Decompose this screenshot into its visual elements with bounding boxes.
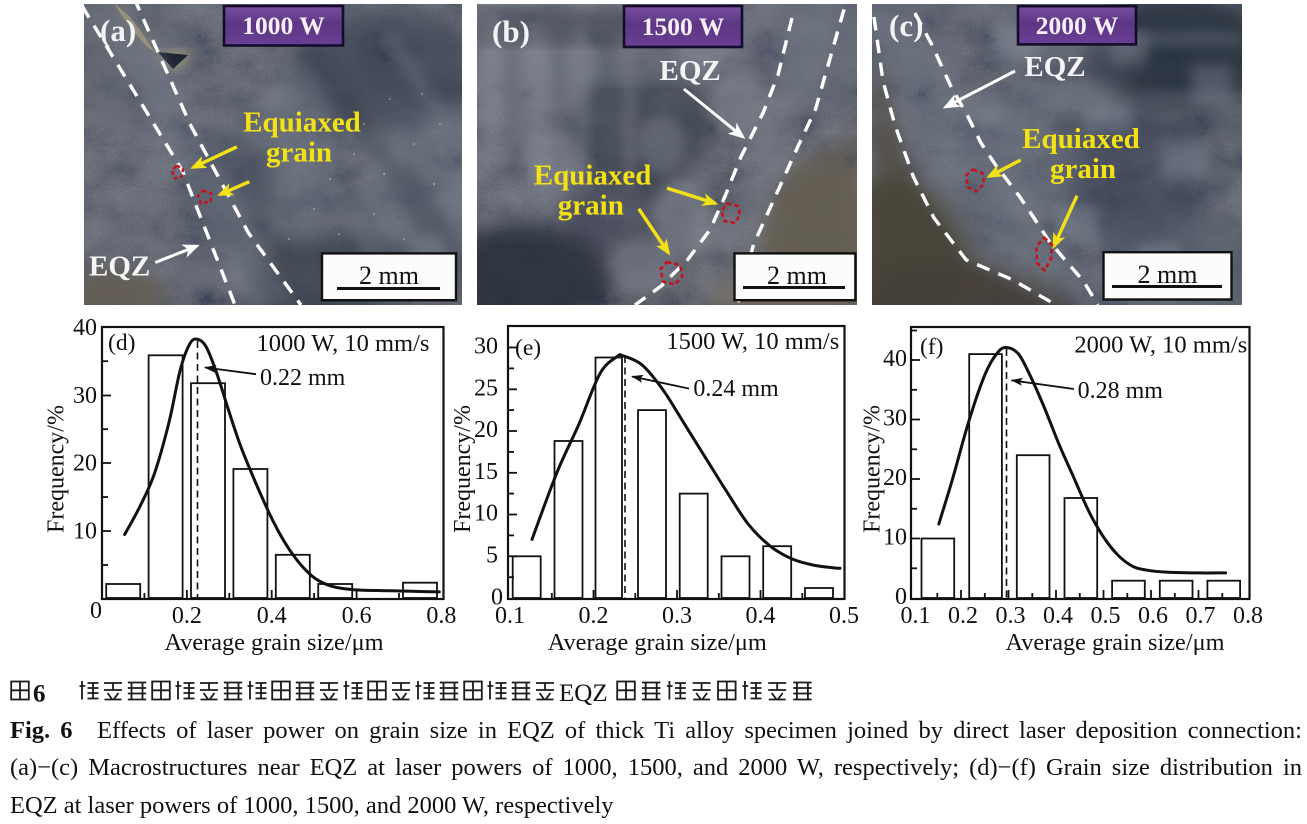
svg-text:(f): (f) [920,334,943,360]
svg-text:0: 0 [895,584,907,610]
svg-text:10: 10 [883,525,907,551]
svg-text:10: 10 [474,501,498,527]
svg-text:Average grain size/μm: Average grain size/μm [1005,629,1224,656]
svg-text:0.7: 0.7 [1186,603,1216,629]
svg-text:grain: grain [266,137,332,169]
svg-text:0.1: 0.1 [901,603,931,629]
svg-text:Frequency/%: Frequency/% [860,405,886,533]
svg-text:(a): (a) [100,13,136,48]
svg-text:EQZ: EQZ [559,680,608,707]
svg-text:2 mm: 2 mm [359,261,419,290]
svg-text:2000 W: 2000 W [1036,11,1119,40]
svg-text:0.24 mm: 0.24 mm [693,376,779,402]
svg-text:0.5: 0.5 [1091,603,1121,629]
svg-text:EQZ: EQZ [89,251,150,283]
svg-text:0.3: 0.3 [996,603,1026,629]
svg-text:10: 10 [73,519,97,545]
svg-text:0: 0 [90,598,102,624]
svg-text:20: 20 [73,451,97,477]
svg-text:0: 0 [491,584,503,610]
svg-text:0.4: 0.4 [746,603,776,629]
svg-text:1500 W, 10 mm/s: 1500 W, 10 mm/s [666,328,839,355]
svg-text:0.3: 0.3 [662,603,692,629]
svg-text:30: 30 [474,334,498,360]
svg-text:15: 15 [474,459,498,485]
svg-text:(c): (c) [889,8,923,43]
svg-text:0.8: 0.8 [426,603,456,629]
svg-text:grain: grain [1050,153,1116,185]
svg-text:40: 40 [883,346,907,372]
svg-text:Frequency/%: Frequency/% [44,405,70,533]
svg-text:2000 W, 10 mm/s: 2000 W, 10 mm/s [1074,332,1247,359]
svg-text:Average grain size/μm: Average grain size/μm [164,629,383,656]
svg-text:EQZ: EQZ [1024,51,1085,83]
svg-text:0.8: 0.8 [1233,603,1263,629]
svg-text:2 mm: 2 mm [767,261,827,290]
svg-text:2 mm: 2 mm [1138,260,1198,289]
svg-text:0.4: 0.4 [1043,603,1073,629]
svg-text:Equiaxed: Equiaxed [534,160,652,192]
svg-text:0.28 mm: 0.28 mm [1078,378,1164,404]
svg-text:30: 30 [73,383,97,409]
svg-text:0.2: 0.2 [948,603,978,629]
svg-text:1000 W: 1000 W [242,11,325,40]
svg-text:0.22 mm: 0.22 mm [260,365,346,391]
svg-text:0.4: 0.4 [257,603,287,629]
svg-text:0.2: 0.2 [172,603,202,629]
svg-text:EQZ: EQZ [660,55,721,87]
svg-text:1500 W: 1500 W [642,12,725,41]
svg-text:0.2: 0.2 [579,603,609,629]
svg-text:40: 40 [73,315,97,341]
svg-text:grain: grain [558,190,624,222]
svg-text:20: 20 [474,417,498,443]
svg-text:5: 5 [486,542,498,568]
svg-text:20: 20 [883,465,907,491]
svg-text:(b): (b) [492,14,530,49]
svg-text:0.6: 0.6 [1138,603,1168,629]
svg-text:Average grain size/μm: Average grain size/μm [548,629,767,656]
svg-text:Equiaxed: Equiaxed [243,107,361,139]
svg-text:0.6: 0.6 [342,603,372,629]
svg-text:6: 6 [33,681,46,708]
svg-text:0.1: 0.1 [495,603,525,629]
svg-text:Frequency/%: Frequency/% [450,405,476,533]
svg-text:25: 25 [474,375,498,401]
svg-text:30: 30 [883,406,907,432]
svg-text:0.5: 0.5 [829,603,859,629]
svg-text:Equiaxed: Equiaxed [1022,123,1140,155]
svg-text:(d): (d) [108,330,135,356]
svg-text:1000 W, 10 mm/s: 1000 W, 10 mm/s [257,330,430,357]
svg-text:(e): (e) [515,335,541,361]
